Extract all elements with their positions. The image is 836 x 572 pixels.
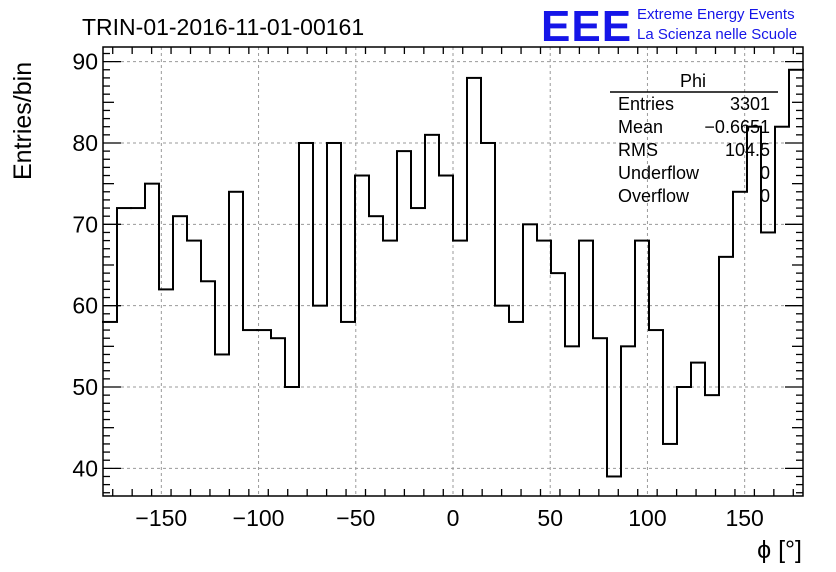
x-axis-title: ϕ [°] [757,536,802,564]
stats-label: RMS [618,140,658,160]
x-tick-label: 50 [537,505,563,531]
x-tick-label: −50 [336,505,375,531]
x-tick-label: 0 [447,505,460,531]
stats-value: 0 [760,163,770,183]
eee-logo: EEE [541,2,632,51]
stats-value: 3301 [730,94,770,114]
y-tick-label: 60 [72,293,98,319]
stats-label: Underflow [618,163,700,183]
stats-value: 0 [760,186,770,206]
run-title: TRIN-01-2016-11-01-00161 [82,14,364,40]
y-tick-label: 90 [72,49,98,75]
y-tick-label: 80 [72,130,98,156]
x-tick-label: 150 [725,505,763,531]
x-tick-label: −100 [233,505,285,531]
x-tick-label: −150 [135,505,187,531]
brand-line-2: La Scienza nelle Scuole [637,26,797,43]
stats-value: −0.6651 [704,117,770,137]
stats-label: Entries [618,94,674,114]
x-tick-label: 100 [628,505,666,531]
tick-labels: −150 −100 −50 0 50 100 150 40 50 60 70 80 90 [72,49,763,531]
y-tick-label: 50 [72,374,98,400]
histogram-series [102,68,804,478]
grid [103,47,803,496]
plot-frame [102,46,804,497]
y-axis-title: Entries/bin [9,62,37,180]
brand-line-1: Extreme Energy Events [637,6,795,23]
stats-box: Phi Entries 3301 Mean −0.6651 RMS 104.5 Underf… [610,71,778,206]
y-tick-label: 70 [72,211,98,237]
stats-label: Overflow [618,186,690,206]
stats-value: 104.5 [725,140,770,160]
axis-ticks [103,47,803,496]
stats-title: Phi [680,71,706,91]
y-tick-label: 40 [72,455,98,481]
stats-rows: Entries 3301 Mean −0.6651 RMS 104.5 Underflow 0… [618,94,770,206]
stats-label: Mean [618,117,663,137]
